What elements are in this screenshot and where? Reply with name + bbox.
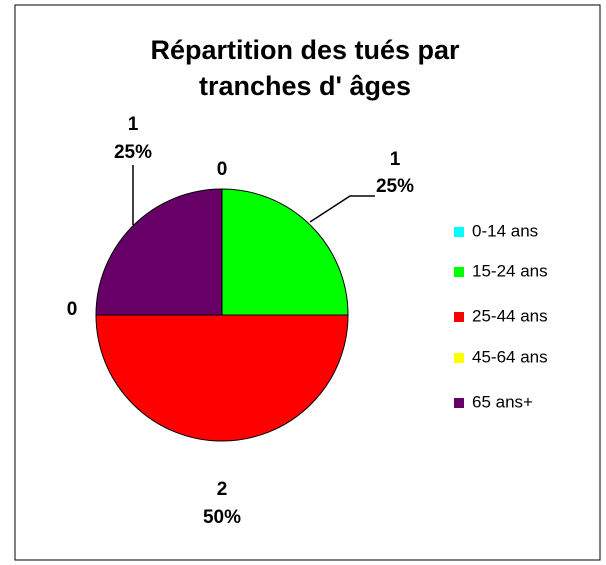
legend-swatch: [454, 312, 464, 322]
legend-label: 65 ans+: [472, 392, 533, 411]
data-label: 1: [128, 114, 139, 135]
legend-swatch: [454, 267, 464, 277]
chart-title: tranches d' âges: [199, 71, 411, 101]
legend-swatch: [454, 398, 464, 408]
percent-label: 25%: [376, 176, 414, 197]
data-label: 0: [217, 159, 228, 180]
data-label: 1: [390, 149, 401, 170]
pie-slice: [95, 314, 349, 442]
legend-label: 15-24 ans: [472, 261, 548, 280]
data-label: 0: [67, 299, 78, 320]
leader-line: [309, 195, 375, 223]
legend-label: 0-14 ans: [472, 221, 538, 240]
legend-label: 45-64 ans: [472, 347, 548, 366]
legend-label: 25-44 ans: [472, 306, 548, 325]
pie-slice: [95, 188, 223, 316]
chart-title: Répartition des tués par: [150, 35, 460, 65]
legend-swatch: [454, 227, 464, 237]
pie-slice: [221, 188, 349, 316]
percent-label: 25%: [114, 142, 152, 163]
percent-label: 50%: [203, 507, 241, 528]
data-label: 2: [217, 479, 228, 500]
legend-swatch: [454, 353, 464, 363]
